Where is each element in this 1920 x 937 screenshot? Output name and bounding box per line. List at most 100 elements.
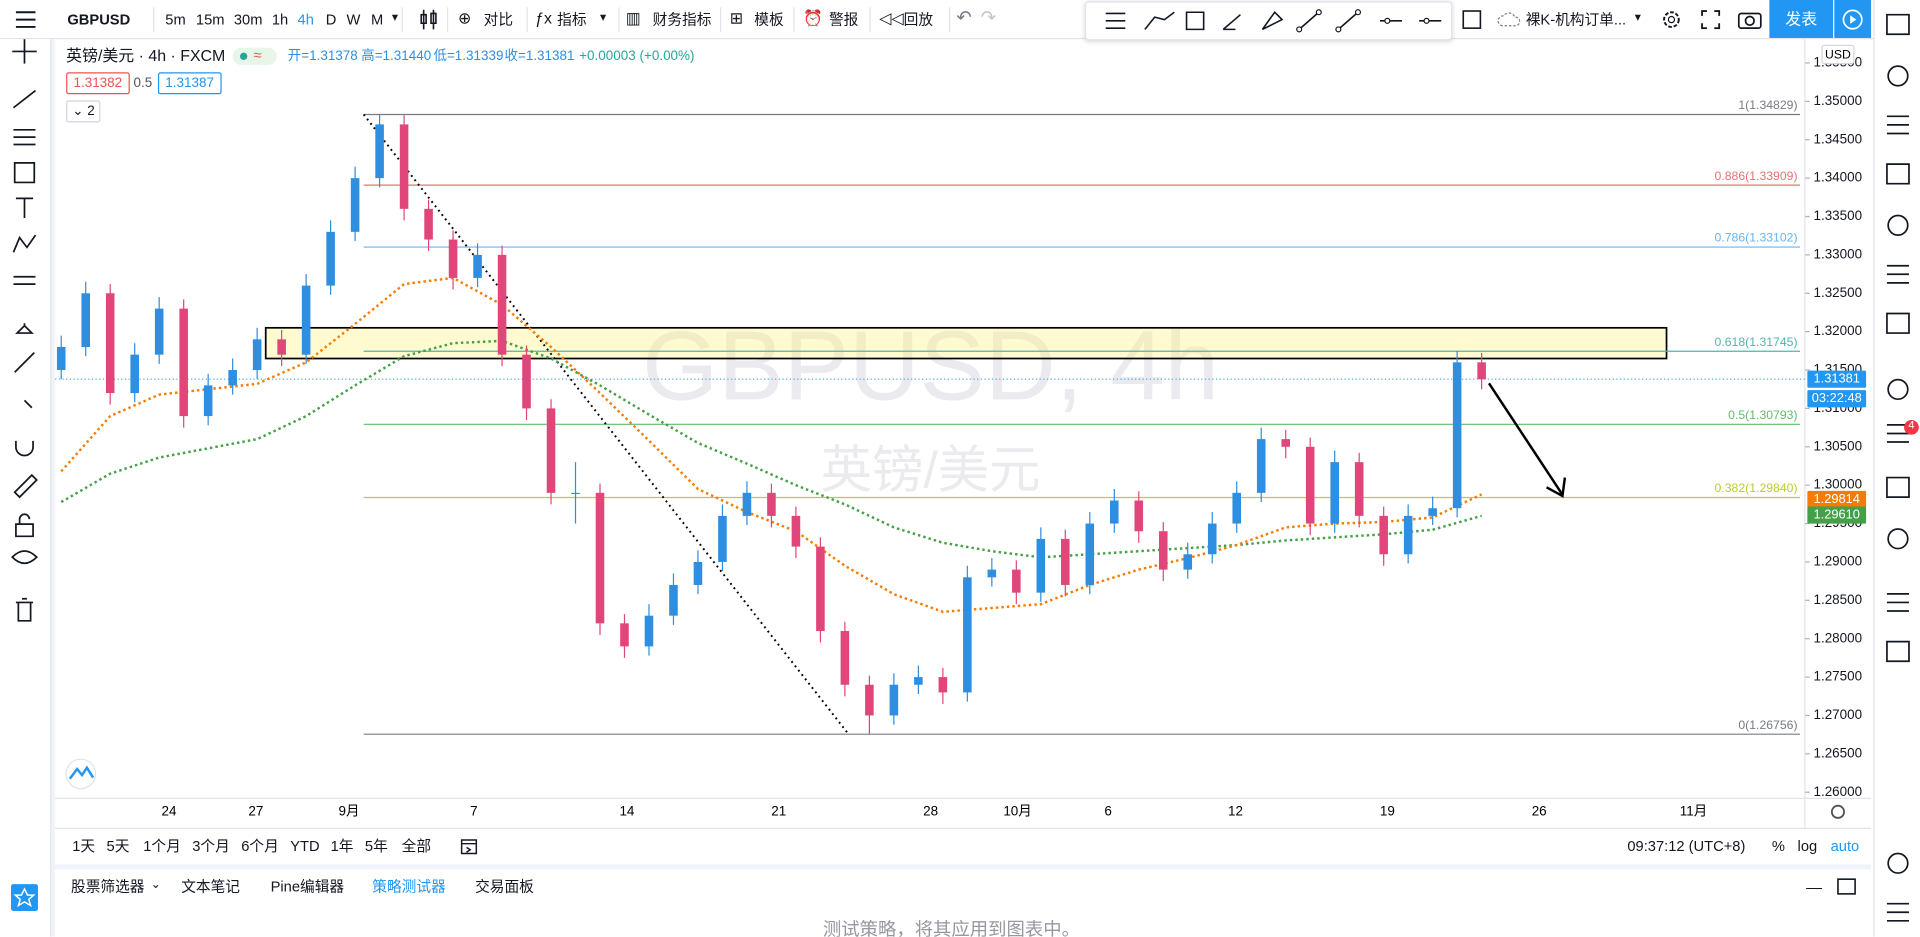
axis-settings[interactable] xyxy=(1830,804,1846,819)
top-toolbar: GBPUSD 5m 15m 30m 1h 4h D W M ▾ ⊕ 对比 ƒx 指标 ▥ 财务指标 ⊞ 模板 ⏰… xyxy=(0,0,1920,41)
candle-body xyxy=(546,408,556,493)
rect-icon[interactable] xyxy=(1462,10,1482,30)
arrow xyxy=(1487,382,1567,498)
candle-body xyxy=(865,684,874,716)
interval[interactable]: 1h xyxy=(271,11,289,29)
toolbar-button[interactable]: 回放 xyxy=(903,11,934,29)
candle-body xyxy=(938,677,948,693)
tool-icon xyxy=(13,275,36,285)
symbol[interactable]: GBPUSD xyxy=(67,11,131,29)
indicator-caret[interactable]: ▾ xyxy=(600,11,607,25)
candle-body xyxy=(1158,531,1168,570)
divider xyxy=(869,7,871,32)
range-button[interactable]: 1年 xyxy=(330,837,354,855)
divider xyxy=(446,7,449,32)
toolbar-button[interactable]: 对比 xyxy=(483,11,514,29)
scale-option[interactable]: auto xyxy=(1830,837,1860,855)
settings-icon[interactable] xyxy=(1660,9,1682,31)
minimize-panel[interactable]: — xyxy=(1806,877,1823,897)
tool-icon xyxy=(12,234,37,253)
undo[interactable]: ↶ xyxy=(956,7,972,29)
layout-name[interactable]: 裸K-机构订单... xyxy=(1525,11,1627,29)
camera-body xyxy=(1737,12,1762,30)
panel-tab[interactable]: 股票筛选器 xyxy=(71,877,145,896)
sidebar-icon xyxy=(1887,65,1909,87)
candle-body xyxy=(105,293,115,394)
chart-style-icon[interactable] xyxy=(419,9,439,31)
bottom-panel: 股票筛选器 文本笔记 Pine编辑器 策略测试器 交易面板 ⌄ — 测试策略，将其应用到图… xyxy=(55,864,1872,937)
range-bar: 1天 5天 1个月 3个月 6个月 YTD 1年 5年 全部 09:37:12 (UTC+8) … xyxy=(55,827,1872,864)
interval[interactable]: M xyxy=(371,11,384,29)
left-toolbar xyxy=(0,39,52,937)
fib-label: 1(1.34829) xyxy=(1738,98,1797,112)
fullscreen-icon[interactable] xyxy=(1701,10,1721,30)
toolbar-button[interactable]: 模板 xyxy=(754,11,784,29)
range-button[interactable]: 3个月 xyxy=(192,837,230,855)
divider xyxy=(948,7,951,32)
layout-caret[interactable]: ▾ xyxy=(1634,11,1641,25)
range-button[interactable]: 全部 xyxy=(401,837,432,855)
maximize-panel[interactable] xyxy=(1837,878,1857,895)
collapse-toggle[interactable]: ⌄ 2 xyxy=(66,100,101,123)
button-icon[interactable]: ⊞ xyxy=(729,8,744,27)
interval-caret[interactable]: ▾ xyxy=(391,11,398,25)
range-button[interactable]: 5年 xyxy=(364,837,388,855)
watermark-name: 英镑/美元 xyxy=(821,440,1041,498)
toolbar-button[interactable]: 财务指标 xyxy=(652,11,712,29)
play-button[interactable] xyxy=(1834,0,1872,38)
range-button[interactable]: 6个月 xyxy=(241,837,279,855)
interval[interactable]: 4h xyxy=(297,11,314,29)
button-icon[interactable]: ⊕ xyxy=(457,8,472,27)
candle-body xyxy=(1256,439,1266,493)
button-icon[interactable]: ⏰ xyxy=(803,8,824,27)
tab-caret[interactable]: ⌄ xyxy=(150,877,161,892)
publish-button[interactable]: 发表 xyxy=(1769,0,1834,38)
y-tick-label: 1.28000 xyxy=(1813,630,1862,645)
badge-bg xyxy=(1904,420,1919,435)
bid[interactable]: 1.31382 xyxy=(66,72,130,95)
tool-icon xyxy=(15,513,34,538)
menu-lines xyxy=(15,11,36,28)
goto-date-icon[interactable] xyxy=(459,836,479,856)
range-button[interactable]: 5天 xyxy=(106,837,130,855)
separator xyxy=(51,39,56,937)
interval[interactable]: D xyxy=(325,11,337,29)
interval[interactable]: 30m xyxy=(233,11,263,29)
tool-icon xyxy=(13,162,36,184)
drawing-icons xyxy=(1105,9,1442,33)
toolbar-button[interactable]: 警报 xyxy=(828,11,859,29)
panel-tab[interactable]: 文本笔记 xyxy=(181,877,241,896)
handle xyxy=(1423,17,1430,24)
candle-body xyxy=(693,561,703,585)
range-button[interactable]: YTD xyxy=(290,837,320,855)
cloud-icon xyxy=(1497,12,1521,27)
x-tick-label: 6 xyxy=(1104,803,1111,818)
gear-icon[interactable] xyxy=(1830,804,1846,819)
ask[interactable]: 1.31387 xyxy=(157,72,222,95)
redo[interactable]: ↷ xyxy=(980,7,997,29)
logo-mark xyxy=(68,765,95,780)
collapsed-count: 2 xyxy=(87,104,95,119)
panel-tab[interactable]: 交易面板 xyxy=(475,877,534,896)
range-button[interactable]: 1天 xyxy=(72,837,96,855)
menu-icon[interactable] xyxy=(15,10,37,30)
y-tick-label: 1.26500 xyxy=(1813,745,1862,760)
divider xyxy=(618,7,620,32)
interval[interactable]: 5m xyxy=(165,11,186,29)
candle-body xyxy=(1207,523,1217,555)
interval[interactable]: 15m xyxy=(195,11,225,29)
scale-option[interactable]: % xyxy=(1771,837,1785,855)
publish-label[interactable]: 发表 xyxy=(1785,9,1818,29)
button-icon[interactable]: ◁◁ xyxy=(879,8,904,27)
toolbar-button[interactable]: 指标 xyxy=(557,11,587,29)
panel-tab[interactable]: Pine编辑器 xyxy=(270,877,345,896)
range-button[interactable]: 1个月 xyxy=(143,837,181,855)
candle-body xyxy=(1452,362,1462,509)
candle-body xyxy=(1354,462,1364,516)
scale-option[interactable]: log xyxy=(1797,837,1818,855)
interval[interactable]: W xyxy=(346,11,361,29)
camera-icon[interactable] xyxy=(1737,9,1762,31)
panel-tab[interactable]: 策略测试器 xyxy=(372,877,446,896)
button-icon[interactable]: ▥ xyxy=(625,8,641,27)
button-icon[interactable]: ƒx xyxy=(535,8,552,27)
